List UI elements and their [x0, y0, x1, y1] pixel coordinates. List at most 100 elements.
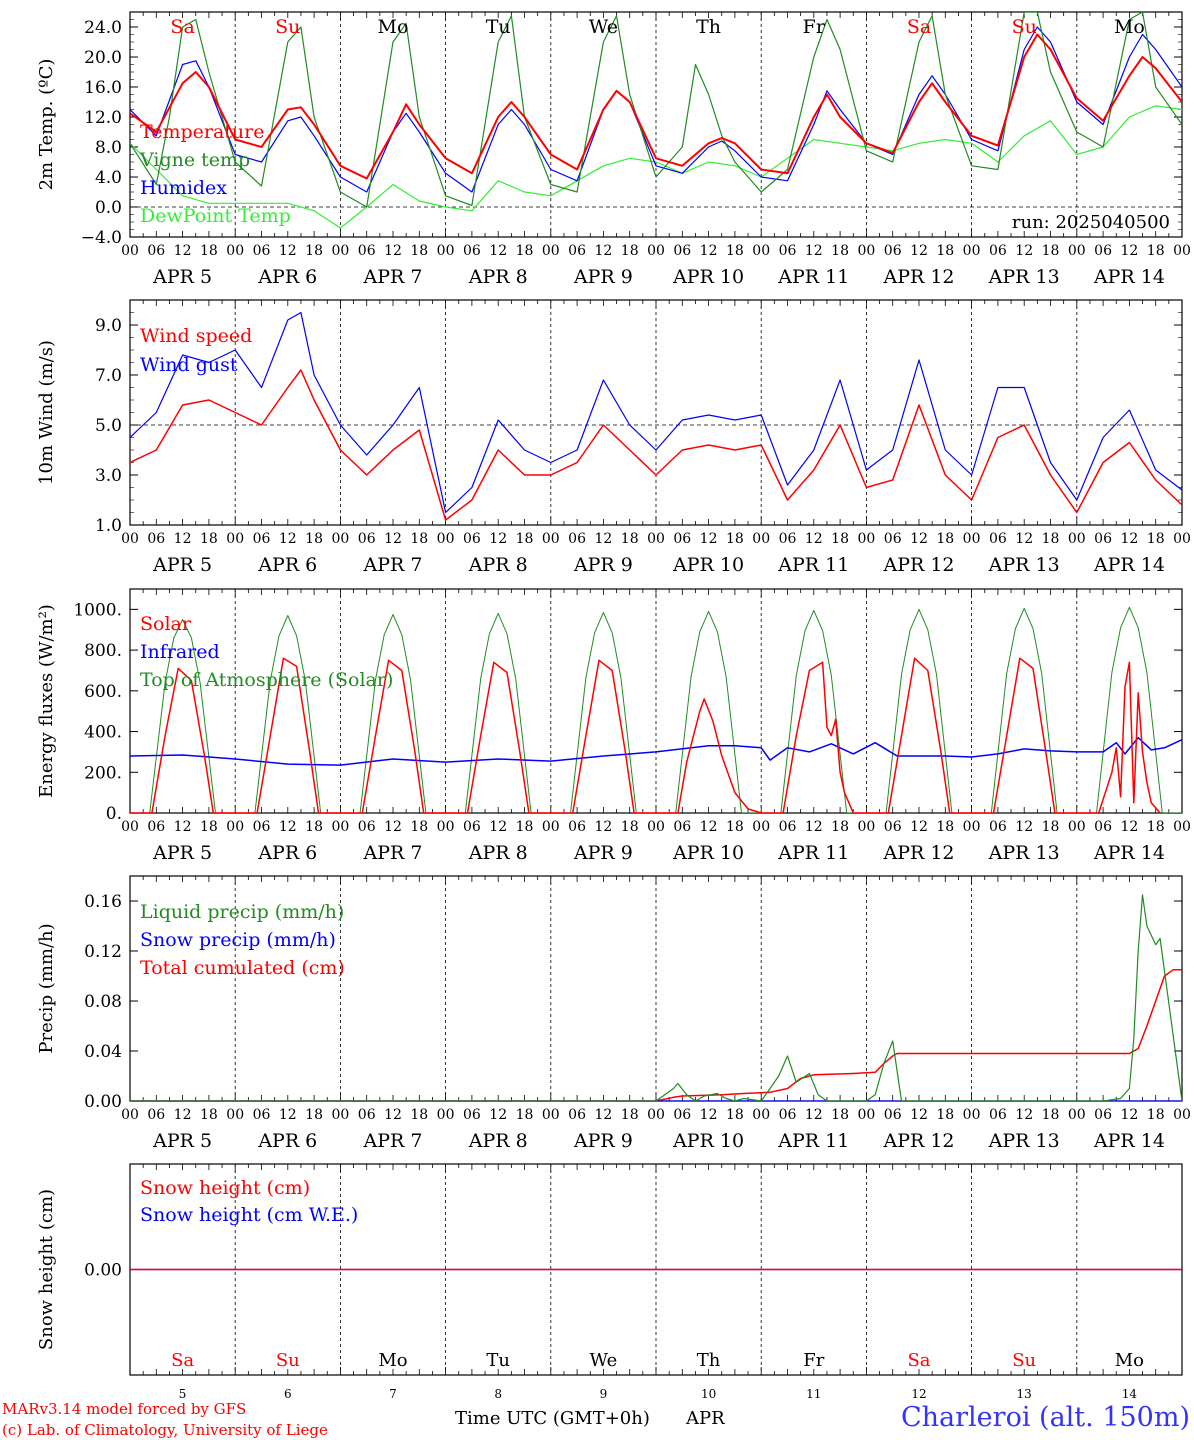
hour-tick-label: 06 [463, 1107, 481, 1123]
legend-liquid-precip-mm-h-: Liquid precip (mm/h) [140, 901, 344, 923]
series-line-top-of-atmosphere-solar- [130, 606, 1182, 813]
date-label: APR 9 [573, 266, 633, 288]
date-label: APR 11 [777, 842, 849, 864]
date-label: APR 7 [363, 1130, 423, 1152]
date-label: APR 7 [363, 266, 423, 288]
date-label: APR 14 [1093, 842, 1165, 864]
hour-tick-label: 06 [568, 819, 586, 835]
y-axis-label: Precip (mm/h) [36, 923, 57, 1053]
y-tick-label: 200. [84, 763, 122, 783]
hour-tick-label: 06 [358, 819, 376, 835]
hour-tick-label: 12 [805, 243, 823, 259]
day-number: 8 [494, 1387, 502, 1401]
day-number: 13 [1017, 1387, 1032, 1401]
legend-snow-height-cm-w-e-: Snow height (cm W.E.) [140, 1204, 358, 1226]
y-tick-label: 0.08 [84, 992, 122, 1012]
date-label: APR 12 [882, 1130, 954, 1152]
hour-tick-label: 12 [1120, 1107, 1138, 1123]
date-label: APR 10 [672, 554, 744, 576]
hour-tick-label: 00 [963, 243, 981, 259]
hour-tick-label: 00 [331, 819, 349, 835]
hour-tick-label: 12 [174, 243, 192, 259]
y-tick-label: 7.0 [95, 366, 122, 386]
y-tick-label: 0. [106, 804, 122, 824]
hour-tick-label: 12 [594, 1107, 612, 1123]
series-group [130, 12, 1182, 229]
y-axis-label: 2m Temp. (ºC) [36, 59, 57, 191]
hour-tick-label: 18 [410, 1107, 428, 1123]
date-label: APR 10 [672, 1130, 744, 1152]
date-label: APR 8 [468, 842, 528, 864]
day-number: 14 [1122, 1387, 1138, 1401]
date-label: APR 14 [1093, 266, 1165, 288]
y-tick-label: 0.16 [84, 892, 122, 912]
day-name: Sa [907, 16, 931, 38]
hour-tick-label: 00 [647, 819, 665, 835]
hour-tick-label: 06 [568, 1107, 586, 1123]
y-tick-label: 800. [84, 641, 122, 661]
date-label: APR 13 [988, 554, 1060, 576]
hour-tick-label: 06 [147, 819, 165, 835]
hour-tick-label: 12 [805, 531, 823, 547]
date-label: APR 5 [152, 842, 212, 864]
hour-tick-label: 06 [253, 1107, 271, 1123]
hour-tick-label: 00 [226, 1107, 244, 1123]
hour-tick-label: 12 [805, 819, 823, 835]
hour-tick-label: 12 [279, 531, 297, 547]
date-label: APR 8 [468, 266, 528, 288]
date-label: APR 11 [777, 1130, 849, 1152]
series-line-wind-speed [130, 369, 1182, 521]
day-name: Su [1012, 16, 1037, 38]
hour-tick-label: 00 [1068, 1107, 1086, 1123]
day-name: We [589, 16, 618, 38]
hour-tick-label: 12 [489, 819, 507, 835]
panels-layer: −4.0 0.0 4.0 8.0 12.0 16.0 20.0 24.0 2m Temp. (º… [36, 11, 1191, 1401]
date-label: APR 12 [882, 266, 954, 288]
hour-tick-label: 18 [200, 1107, 218, 1123]
y-tick-label: 9.0 [95, 316, 122, 336]
hour-tick-label: 00 [121, 531, 139, 547]
hour-tick-label: 00 [752, 531, 770, 547]
run-annotation: run: 2025040500 [1012, 212, 1170, 233]
hour-tick-label: 18 [621, 819, 639, 835]
panel-4: 0.00 0.04 0.08 0.12 0.16 Precip (mm/h) Liquid … [36, 875, 1191, 1152]
date-label: APR 6 [257, 266, 317, 288]
hour-tick-label: 06 [779, 531, 797, 547]
date-label: APR 13 [988, 1130, 1060, 1152]
hour-tick-label: 12 [700, 819, 718, 835]
hour-tick-label: 00 [437, 819, 455, 835]
panel-1: −4.0 0.0 4.0 8.0 12.0 16.0 20.0 24.0 2m Temp. (º… [36, 11, 1191, 288]
day-name: Th [697, 1350, 721, 1371]
hour-tick-label: 00 [437, 243, 455, 259]
hour-tick-label: 00 [437, 531, 455, 547]
day-number: 7 [389, 1387, 397, 1401]
hour-tick-label: 06 [779, 243, 797, 259]
series-line-temperature [130, 33, 1182, 180]
hour-tick-label: 00 [121, 243, 139, 259]
day-name: We [590, 1350, 618, 1371]
hour-tick-label: 06 [673, 531, 691, 547]
hour-tick-label: 18 [936, 819, 954, 835]
hour-tick-label: 00 [752, 819, 770, 835]
date-label: APR 10 [672, 266, 744, 288]
y-tick-label: 20.0 [84, 48, 122, 68]
hour-tick-label: 06 [884, 531, 902, 547]
hour-tick-label: 18 [936, 531, 954, 547]
series-line-infrared [130, 736, 1182, 766]
hour-tick-label: 18 [305, 243, 323, 259]
hour-tick-label: 06 [1094, 819, 1112, 835]
hour-tick-label: 18 [726, 243, 744, 259]
day-name: Tu [486, 1350, 510, 1371]
hour-tick-label: 18 [305, 819, 323, 835]
hour-tick-label: 12 [1120, 531, 1138, 547]
hour-tick-label: 12 [279, 819, 297, 835]
hour-tick-label: 00 [647, 1107, 665, 1123]
hour-tick-label: 12 [700, 531, 718, 547]
hour-tick-label: 18 [831, 243, 849, 259]
hour-tick-label: 06 [253, 531, 271, 547]
hour-tick-label: 06 [779, 819, 797, 835]
y-tick-label: 1.0 [95, 516, 122, 536]
day-number: 11 [806, 1387, 821, 1401]
hour-tick-label: 12 [910, 819, 928, 835]
y-tick-label: 12.0 [84, 108, 122, 128]
